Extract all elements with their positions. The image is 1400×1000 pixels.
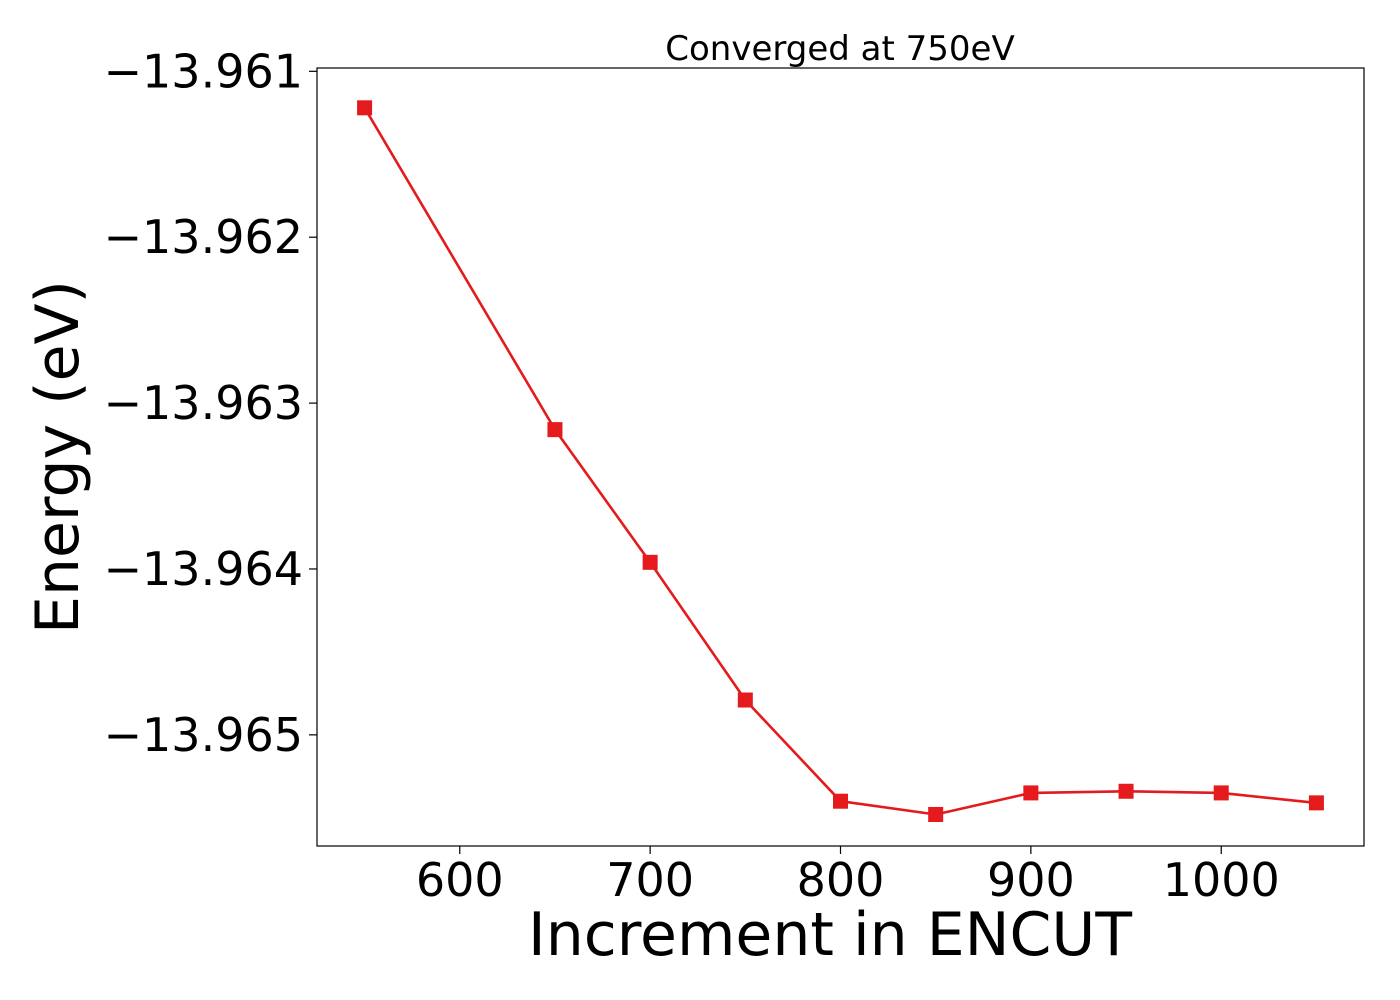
chart-title: Converged at 750eV	[665, 29, 1014, 69]
y-tick-label: −13.962	[104, 210, 304, 264]
y-tick-label: −13.964	[104, 542, 304, 596]
data-point-marker	[1213, 785, 1229, 801]
data-point-marker	[547, 422, 563, 438]
x-tick-label: 1000	[1163, 853, 1280, 907]
y-axis-label: Energy (eV)	[23, 280, 93, 634]
data-point-marker	[1308, 795, 1324, 811]
data-point-marker	[928, 806, 944, 822]
plot-frame	[316, 67, 1365, 847]
data-point-marker	[1118, 783, 1134, 799]
data-point-marker	[833, 793, 848, 809]
plot-area	[316, 67, 1365, 847]
x-tick-label: 600	[416, 853, 504, 907]
data-point-marker	[737, 692, 753, 708]
series-layer	[357, 100, 1324, 822]
x-tick-label: 700	[606, 853, 694, 907]
y-axis: −13.961 −13.962 −13.963 −13.964 −13.965	[104, 44, 317, 762]
data-point-marker	[642, 554, 658, 570]
x-tick-label: 800	[797, 853, 885, 907]
data-point-marker	[357, 100, 373, 116]
data-point-marker	[1023, 785, 1039, 801]
y-tick-label: −13.965	[104, 708, 304, 762]
x-axis: 600 700 800 900 1000	[416, 846, 1280, 907]
x-axis-label: Increment in ENCUT	[528, 900, 1132, 970]
y-tick-label: −13.961	[104, 44, 304, 98]
y-tick-label: −13.963	[104, 376, 304, 430]
x-tick-label: 900	[987, 853, 1075, 907]
series-line	[363, 107, 1317, 816]
